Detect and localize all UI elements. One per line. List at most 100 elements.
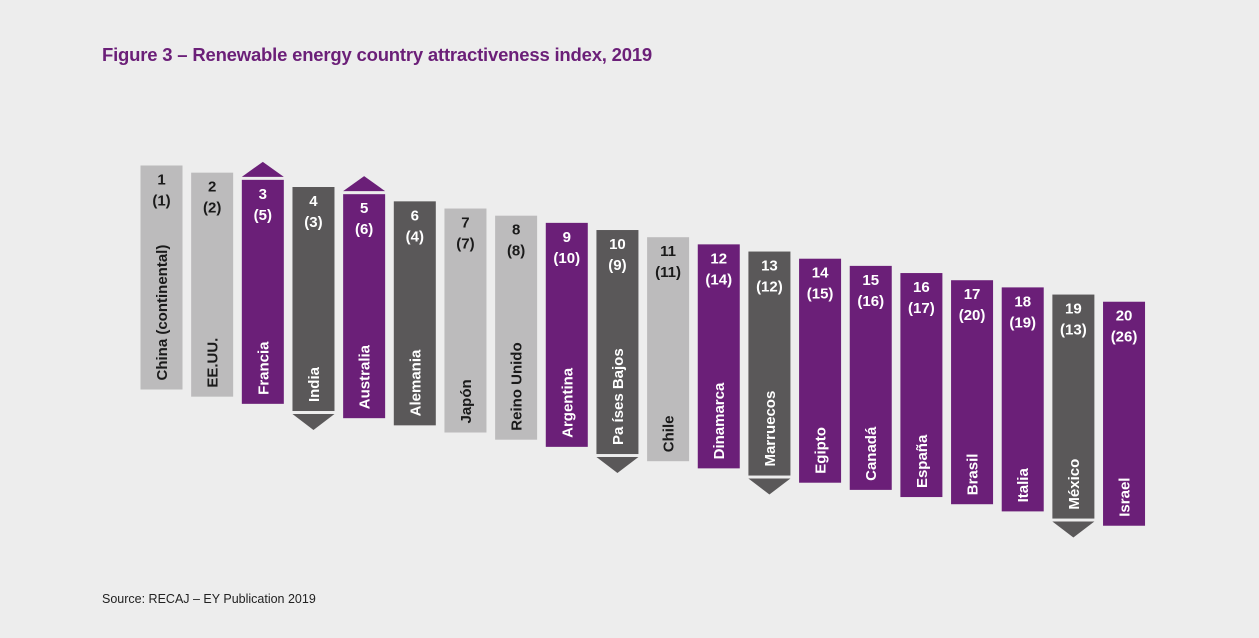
rank-bar [849, 265, 892, 490]
previous-rank-label: (10) [553, 250, 580, 267]
country-label: Francia [255, 341, 272, 395]
country-label: Reino Unido [509, 342, 526, 430]
country-label: Israel [1117, 478, 1134, 517]
previous-rank-label: (13) [1060, 322, 1087, 339]
previous-rank-label: (8) [507, 243, 525, 260]
previous-rank-label: (2) [203, 200, 221, 217]
previous-rank-label: (16) [857, 293, 884, 310]
rank-bar [1052, 294, 1095, 519]
rank-label: 12 [710, 250, 727, 267]
rank-label: 3 [259, 186, 267, 203]
country-column: 9 (10) Argentina [545, 222, 588, 447]
previous-rank-label: (26) [1111, 329, 1138, 346]
rank-bar [697, 244, 740, 469]
rank-bar [495, 215, 538, 440]
country-label: Brasil [965, 454, 982, 496]
rank-bar [393, 201, 436, 426]
country-label: EE.UU. [205, 338, 222, 388]
previous-rank-label: (11) [655, 264, 681, 281]
country-label: Dinamarca [711, 382, 728, 459]
previous-rank-label: (7) [456, 236, 474, 253]
country-column: 13 (12) Marruecos [748, 251, 791, 495]
country-label: Alemania [407, 349, 424, 416]
rank-label: 20 [1116, 308, 1133, 325]
rank-label: 11 [660, 243, 676, 260]
chart-title: Figure 3 – Renewable energy country attr… [102, 44, 653, 65]
country-label: Australia [357, 344, 374, 409]
rank-label: 6 [411, 207, 419, 224]
rank-bar [596, 230, 639, 455]
country-label: China (continental) [154, 245, 171, 381]
rank-label: 1 [157, 172, 165, 189]
country-label: India [306, 366, 323, 402]
country-column: 3 (5) Francia [241, 161, 284, 404]
rank-label: 13 [761, 258, 778, 275]
rank-up-arrow [241, 161, 284, 177]
country-label: México [1066, 459, 1083, 510]
rank-label: 16 [913, 279, 930, 296]
rank-label: 9 [563, 229, 571, 246]
rank-down-arrow [596, 457, 639, 474]
rank-bar [1103, 301, 1146, 526]
rank-label: 10 [609, 236, 626, 253]
country-column: 10 (9) Pa íses Bajos [596, 230, 639, 474]
rank-bar [900, 273, 943, 498]
country-column: 4 (3) India [292, 187, 335, 431]
previous-rank-label: (6) [355, 221, 373, 238]
rank-up-arrow [343, 176, 386, 192]
country-label: Pa íses Bajos [610, 348, 627, 445]
country-column: 5 (6) Australia [343, 176, 386, 419]
country-label: Italia [1015, 468, 1032, 503]
country-column: 17 (20) Brasil [951, 280, 994, 505]
previous-rank-label: (3) [304, 214, 322, 231]
country-column: 15 (16) Canadá [849, 265, 892, 490]
rank-bar [799, 258, 842, 483]
country-column: 19 (13) México [1052, 294, 1095, 538]
rank-bar [951, 280, 994, 505]
rank-bar [241, 179, 284, 404]
previous-rank-label: (9) [608, 257, 626, 274]
rank-bar [647, 237, 690, 462]
rank-label: 14 [812, 265, 829, 282]
previous-rank-label: (5) [254, 207, 272, 224]
source-note: Source: RECAJ – EY Publication 2019 [102, 592, 316, 606]
rank-bar [343, 194, 386, 419]
country-label: España [914, 434, 931, 488]
country-column: 6 (4) Alemania [393, 201, 436, 426]
rank-down-arrow [748, 478, 791, 495]
previous-rank-label: (20) [959, 307, 986, 324]
rank-down-arrow [1052, 521, 1095, 538]
country-column: 1 (1) China (continental) [140, 165, 183, 390]
country-label: Chile [661, 416, 678, 453]
previous-rank-label: (15) [807, 286, 834, 303]
rank-down-arrow [292, 414, 335, 431]
country-column: 16 (17) España [900, 273, 943, 498]
previous-rank-label: (1) [152, 193, 170, 210]
rank-label: 7 [461, 215, 469, 232]
country-label: Egipto [813, 427, 830, 474]
rank-label: 8 [512, 222, 520, 239]
country-label: Argentina [559, 367, 576, 438]
country-column: 14 (15) Egipto [799, 258, 842, 483]
previous-rank-label: (17) [908, 300, 935, 317]
country-column: 20 (26) Israel [1103, 301, 1146, 526]
rank-bar [1001, 287, 1044, 512]
country-label: Marruecos [762, 391, 779, 467]
rank-label: 4 [309, 193, 318, 210]
rank-bar [191, 172, 234, 397]
rank-bar [444, 208, 487, 433]
previous-rank-label: (14) [705, 271, 732, 288]
country-column: 7 (7) Japón [444, 208, 487, 433]
rank-label: 17 [964, 286, 981, 303]
country-label: Canadá [863, 426, 880, 481]
country-column: 8 (8) Reino Unido [495, 215, 538, 440]
rank-label: 18 [1014, 293, 1031, 310]
country-column: 11 (11) Chile [647, 237, 690, 462]
country-column: 12 (14) Dinamarca [697, 244, 740, 469]
country-column: 18 (19) Italia [1001, 287, 1044, 512]
rank-label: 19 [1065, 301, 1082, 318]
rank-label: 15 [862, 272, 879, 289]
country-label: Japón [458, 379, 475, 423]
rank-label: 5 [360, 200, 368, 217]
